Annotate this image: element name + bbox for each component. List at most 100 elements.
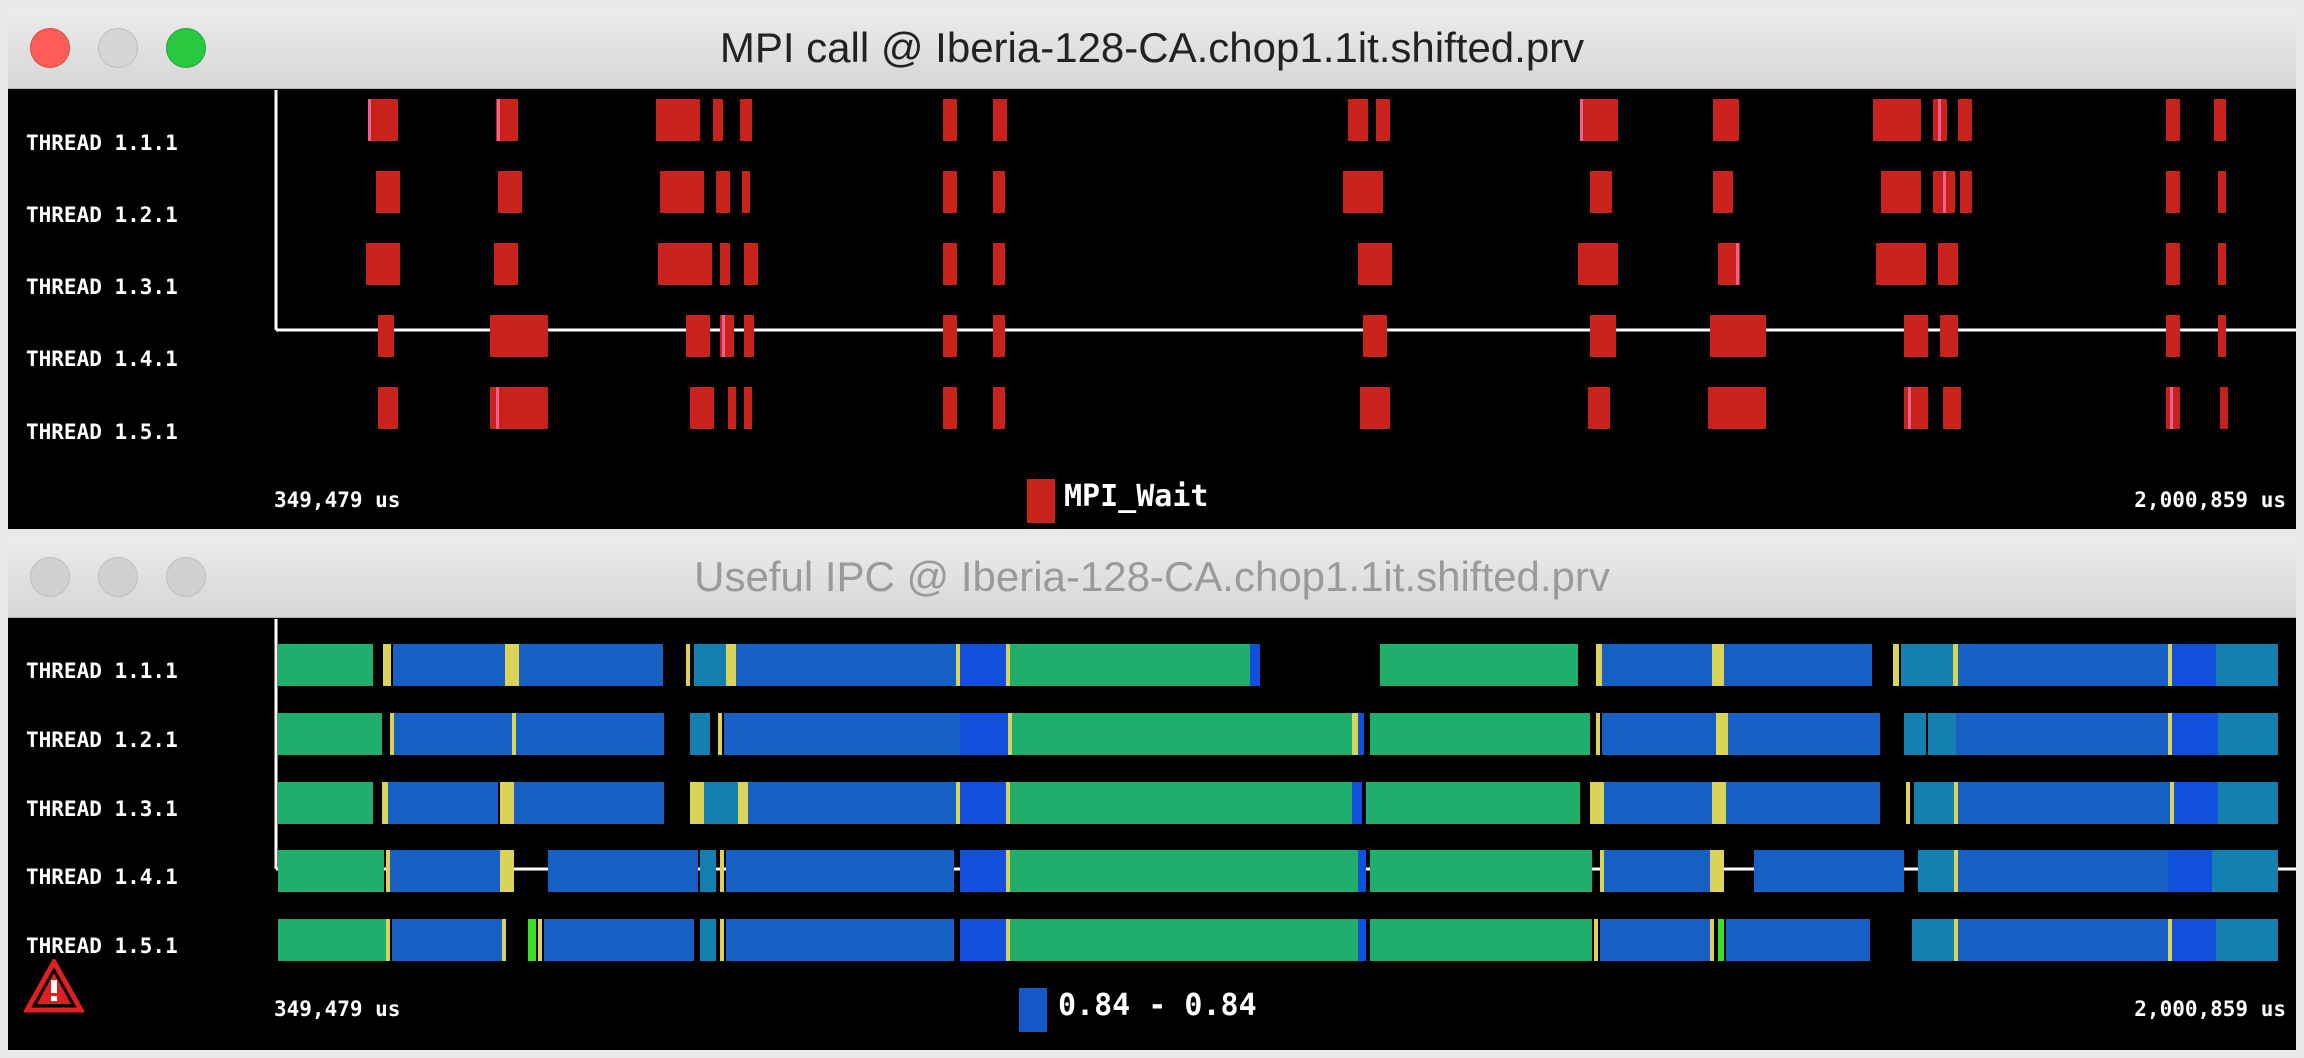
ipc-segment: [2216, 919, 2278, 961]
ipc-segment: [736, 644, 956, 686]
mpi-burst: [1376, 99, 1390, 141]
window-titlebar[interactable]: MPI call @ Iberia-128-CA.chop1.1it.shift…: [8, 8, 2296, 89]
timeline-plot[interactable]: THREAD 1.1.1 THREAD 1.2.1 THREAD 1.3.1 T…: [8, 90, 2296, 534]
timeline-canvas[interactable]: [8, 90, 2296, 529]
ipc-segment: [1010, 644, 1250, 686]
ipc-segment: [718, 713, 722, 755]
ipc-segment: [2172, 644, 2216, 686]
ipc-segment: [1726, 919, 1870, 961]
close-button[interactable]: [30, 557, 70, 597]
close-button[interactable]: [30, 28, 70, 68]
ipc-segment: [2216, 644, 2278, 686]
row-label: THREAD 1.5.1: [26, 934, 178, 958]
mpi-burst: [1940, 315, 1958, 357]
row-label: THREAD 1.1.1: [26, 659, 178, 683]
ipc-segment: [392, 919, 502, 961]
ipc-segment: [514, 782, 664, 824]
mpi-burst: [1873, 99, 1921, 141]
ipc-segment: [386, 919, 390, 961]
zoom-button[interactable]: [166, 557, 206, 597]
mpi-burst: [713, 99, 723, 141]
ipc-segment: [1958, 782, 2170, 824]
ipc-segment: [1380, 644, 1578, 686]
ipc-segment: [278, 919, 386, 961]
ipc-segment: [1954, 782, 1958, 824]
ipc-segment: [278, 713, 382, 755]
ipc-segment: [1352, 782, 1362, 824]
ipc-segment: [1710, 850, 1724, 892]
ipc-segment: [394, 713, 512, 755]
mpi-accent: [1736, 243, 1739, 285]
ipc-segment: [393, 644, 505, 686]
mpi-burst: [1718, 243, 1740, 285]
row-label: THREAD 1.3.1: [26, 275, 178, 299]
ipc-segment: [1954, 850, 1958, 892]
ipc-segment: [1604, 782, 1712, 824]
zoom-button[interactable]: [166, 28, 206, 68]
ipc-segment: [1712, 644, 1724, 686]
row-label: THREAD 1.2.1: [26, 728, 178, 752]
legend-label: 0.84 - 0.84: [1058, 988, 1257, 1023]
ipc-segment: [720, 850, 724, 892]
ipc-segment: [1600, 919, 1710, 961]
ipc-segment: [1370, 713, 1590, 755]
mpi-burst: [1958, 99, 1972, 141]
warning-icon[interactable]: [24, 959, 84, 1013]
mpi-burst: [1881, 171, 1921, 213]
ipc-segment: [528, 919, 536, 961]
ipc-segment: [960, 919, 1006, 961]
mpi-burst: [1590, 315, 1616, 357]
ipc-segment: [694, 644, 726, 686]
ipc-segment: [1010, 782, 1352, 824]
mpi-burst: [660, 171, 704, 213]
mpi-burst: [2166, 171, 2180, 213]
time-start: 349,479 us: [274, 997, 401, 1021]
mpi-burst: [943, 171, 957, 213]
mpi-burst: [378, 315, 394, 357]
minimize-button[interactable]: [98, 557, 138, 597]
useful-ipc-window: Useful IPC @ Iberia-128-CA.chop1.1it.shi…: [8, 537, 2296, 1050]
ipc-segment: [1596, 713, 1600, 755]
ipc-segment: [500, 850, 514, 892]
mpi-burst: [728, 387, 736, 429]
ipc-segment: [519, 644, 663, 686]
mpi-burst: [366, 243, 400, 285]
mpi-burst: [993, 387, 1005, 429]
mpi-burst: [2218, 315, 2226, 357]
mpi-burst: [993, 243, 1005, 285]
ipc-segment: [1012, 713, 1352, 755]
ipc-segment: [278, 850, 384, 892]
timeline-plot[interactable]: THREAD 1.1.1 THREAD 1.2.1 THREAD 1.3.1 T…: [8, 619, 2296, 1055]
ipc-segment: [1918, 850, 1954, 892]
mpi-burst: [2218, 171, 2226, 213]
ipc-segment: [1370, 919, 1592, 961]
mpi-burst: [744, 387, 752, 429]
ipc-segment: [1358, 713, 1364, 755]
mpi-burst: [1904, 387, 1928, 429]
mpi-burst: [744, 243, 758, 285]
ipc-segment: [390, 713, 394, 755]
ipc-segment: [2218, 782, 2278, 824]
window-titlebar[interactable]: Useful IPC @ Iberia-128-CA.chop1.1it.shi…: [8, 537, 2296, 618]
ipc-segment: [1954, 919, 1958, 961]
ipc-segment: [1754, 850, 1904, 892]
ipc-segment: [1600, 850, 1604, 892]
mpi-burst: [1960, 171, 1972, 213]
mpi-burst: [943, 243, 957, 285]
mpi-burst: [1376, 171, 1382, 213]
mpi-burst: [498, 171, 522, 213]
ipc-segment: [1716, 713, 1728, 755]
ipc-segment: [1358, 850, 1366, 892]
ipc-segment: [748, 782, 956, 824]
mpi-accent: [1908, 387, 1911, 429]
mpi-burst: [494, 243, 518, 285]
timeline-canvas[interactable]: [8, 619, 2296, 1050]
time-end: 2,000,859 us: [2134, 997, 2286, 1021]
ipc-segment: [956, 782, 960, 824]
ipc-segment: [1006, 850, 1010, 892]
minimize-button[interactable]: [98, 28, 138, 68]
row-label: THREAD 1.1.1: [26, 131, 178, 155]
ipc-segment: [278, 782, 373, 824]
time-end: 2,000,859 us: [2134, 488, 2286, 512]
mpi-burst: [496, 99, 518, 141]
